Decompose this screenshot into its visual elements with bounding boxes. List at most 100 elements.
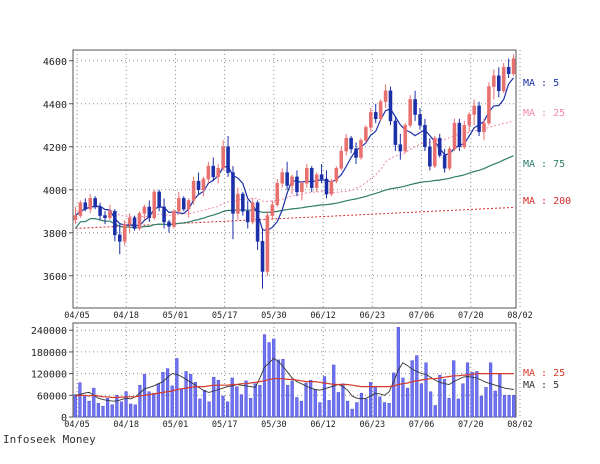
volume-bar bbox=[193, 382, 197, 418]
candle-body bbox=[157, 191, 161, 208]
candle-body bbox=[442, 155, 447, 169]
volume-bar bbox=[415, 355, 419, 418]
volume-bar bbox=[461, 383, 465, 418]
candle-body bbox=[290, 176, 294, 186]
candle-body bbox=[413, 99, 417, 115]
candle-body bbox=[137, 213, 142, 229]
volume-bar bbox=[419, 383, 423, 418]
volume-bar bbox=[350, 408, 354, 418]
candle-body bbox=[132, 217, 137, 229]
volume-bar bbox=[378, 396, 382, 418]
volume-bar bbox=[341, 383, 345, 418]
candle-body bbox=[78, 202, 83, 216]
candle-body bbox=[393, 120, 398, 145]
volume-bar bbox=[78, 382, 82, 418]
candle-body bbox=[354, 148, 358, 158]
candle-body bbox=[378, 101, 383, 120]
volume-bar bbox=[369, 382, 373, 418]
volume-bar bbox=[202, 390, 207, 418]
volume-bar bbox=[313, 389, 317, 418]
volume-bar bbox=[96, 403, 100, 418]
candle-body bbox=[344, 137, 348, 152]
volume-bar bbox=[502, 395, 507, 418]
volume-tick-label-x: 07/06 bbox=[409, 420, 435, 430]
volume-bar bbox=[489, 362, 493, 418]
price-ma200-line bbox=[75, 206, 514, 229]
volume-bar bbox=[392, 372, 396, 418]
candle-body bbox=[437, 137, 442, 156]
price-legend-item: MA : 5 bbox=[523, 78, 559, 89]
volume-bar bbox=[166, 368, 170, 418]
volume-bar bbox=[396, 327, 400, 418]
price-tick-label-x: 08/02 bbox=[507, 311, 533, 321]
volume-bar bbox=[189, 374, 193, 418]
price-tick-label-y: 4400 bbox=[43, 100, 67, 111]
volume-bar bbox=[285, 384, 290, 418]
volume-bar bbox=[253, 383, 257, 418]
price-tick-label-x: 04/05 bbox=[64, 311, 90, 321]
volume-bar bbox=[470, 371, 474, 418]
price-legend-item: MA : 75 bbox=[523, 159, 565, 170]
volume-tick-label-x: 07/20 bbox=[458, 420, 484, 430]
candle-body bbox=[319, 174, 324, 180]
volume-bar bbox=[364, 398, 368, 418]
candle-body bbox=[270, 204, 275, 216]
candle-body bbox=[309, 168, 314, 188]
price-ma25-line bbox=[75, 119, 514, 218]
volume-bar bbox=[221, 395, 225, 418]
candle-body bbox=[359, 140, 363, 158]
candle-body bbox=[231, 172, 235, 214]
volume-bar bbox=[249, 398, 253, 418]
volume-bar bbox=[304, 382, 308, 418]
candle-body bbox=[103, 215, 107, 218]
price-tick-label-x: 04/18 bbox=[113, 311, 139, 321]
candle-body bbox=[226, 146, 230, 173]
candle-body bbox=[408, 99, 412, 126]
volume-bar bbox=[322, 376, 327, 418]
candle-body bbox=[423, 125, 427, 147]
volume-axis: 0 60000 120000 180000 240000 04/05 04/18 05/01 0… bbox=[31, 326, 533, 430]
volume-bar bbox=[216, 379, 220, 418]
price-legend-item: MA : 25 bbox=[523, 108, 565, 119]
volume-bar bbox=[272, 338, 276, 418]
volume-legend-item: MA : 5 bbox=[523, 380, 559, 391]
volume-bar bbox=[147, 391, 151, 418]
volume-tick-label-x: 05/01 bbox=[163, 420, 189, 430]
price-tick-label-x: 07/20 bbox=[458, 311, 484, 321]
volume-bars bbox=[73, 327, 516, 418]
candle-body bbox=[349, 137, 353, 150]
volume-bar bbox=[433, 405, 437, 418]
candle-body bbox=[73, 215, 78, 221]
candle-body bbox=[300, 183, 304, 193]
candle-body bbox=[172, 211, 176, 227]
volume-bar bbox=[475, 371, 479, 418]
price-tick-label-x: 06/23 bbox=[360, 311, 386, 321]
volume-bar bbox=[429, 391, 433, 418]
volume-bar bbox=[345, 400, 350, 418]
candle-body bbox=[324, 178, 329, 195]
candle-body bbox=[334, 168, 339, 182]
candle-body bbox=[201, 178, 206, 190]
candle-body bbox=[122, 223, 127, 242]
volume-bar bbox=[332, 364, 336, 418]
volume-bar bbox=[359, 392, 363, 418]
candle-body bbox=[255, 202, 260, 242]
volume-bar bbox=[124, 391, 128, 418]
footer-brand: Infoseek Money bbox=[3, 433, 96, 446]
volume-bar bbox=[138, 384, 142, 418]
volume-tick-label-y: 0 bbox=[61, 413, 67, 424]
candle-body bbox=[181, 198, 186, 210]
volume-bar bbox=[336, 392, 340, 418]
volume-tick-label-x: 04/05 bbox=[64, 420, 90, 430]
candle-body bbox=[403, 125, 408, 152]
candle-body bbox=[117, 234, 122, 242]
candle-body bbox=[177, 198, 181, 212]
candle-body bbox=[433, 137, 437, 167]
volume-bar bbox=[106, 398, 110, 418]
price-tick-label-x: 06/12 bbox=[310, 311, 336, 321]
volume-bar bbox=[115, 395, 119, 418]
volume-bar bbox=[152, 392, 156, 418]
